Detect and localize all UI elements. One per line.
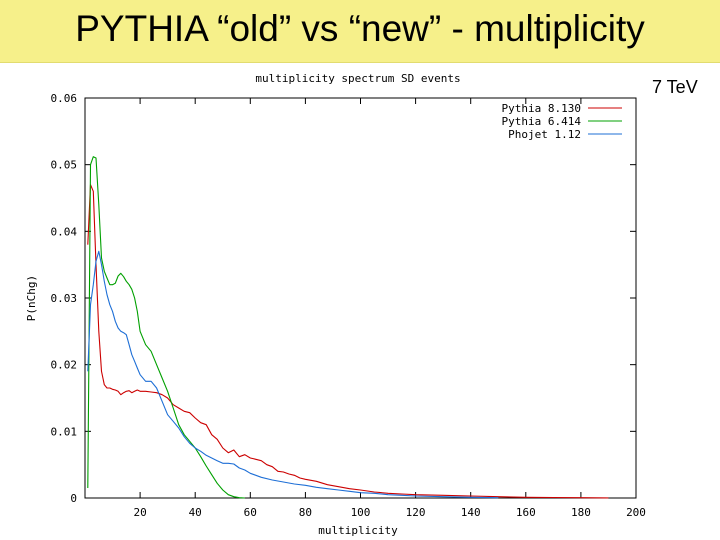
plot-frame	[84, 97, 637, 499]
legend-label: Pythia 8.130	[502, 102, 581, 115]
slide-title: PYTHIA “old” vs “new” - multiplicity	[75, 8, 645, 49]
y-tick-label: 0	[70, 492, 77, 505]
x-tick-label: 120	[406, 506, 426, 519]
y-axis-label: P(nChg)	[25, 275, 38, 321]
series-line-2	[87, 156, 245, 499]
x-axis-label: multiplicity	[318, 524, 398, 537]
legend-label: Phojet 1.12	[508, 128, 581, 141]
y-tick-label: 0.04	[51, 225, 78, 238]
x-tick-label: 180	[571, 506, 591, 519]
series-line-1	[87, 184, 609, 499]
x-tick-label: 40	[189, 506, 202, 519]
x-tick-label: 200	[626, 506, 646, 519]
chart-title: multiplicity spectrum SD events	[255, 72, 460, 85]
y-tick-label: 0.05	[51, 159, 78, 172]
x-tick-label: 80	[299, 506, 312, 519]
y-tick-label: 0.02	[51, 359, 78, 372]
x-tick-label: 160	[516, 506, 536, 519]
energy-label: 7 TeV	[652, 77, 698, 97]
series-line-3	[87, 250, 499, 499]
y-tick-label: 0.01	[51, 425, 78, 438]
title-band	[0, 0, 720, 63]
y-tick-label: 0.06	[51, 92, 78, 105]
x-tick-label: 60	[244, 506, 257, 519]
x-tick-label: 140	[461, 506, 481, 519]
x-tick-label: 100	[351, 506, 371, 519]
y-tick-label: 0.03	[51, 292, 78, 305]
x-tick-label: 20	[133, 506, 146, 519]
legend-label: Pythia 6.414	[502, 115, 582, 128]
